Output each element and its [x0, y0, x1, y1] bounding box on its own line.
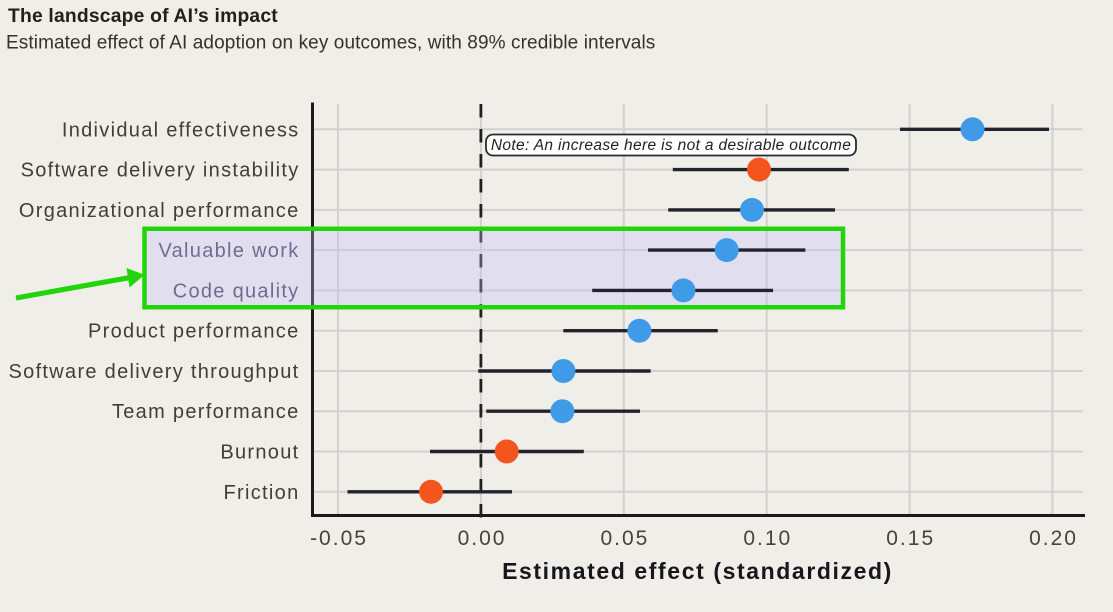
- svg-text:Software delivery instability: Software delivery instability: [21, 160, 300, 182]
- svg-text:Burnout: Burnout: [220, 442, 299, 464]
- svg-text:0.20: 0.20: [1029, 527, 1078, 550]
- svg-text:0.10: 0.10: [743, 527, 792, 550]
- svg-text:-0.05: -0.05: [310, 527, 368, 550]
- svg-text:Valuable work: Valuable work: [158, 240, 299, 262]
- svg-text:Estimated effect of AI adoptio: Estimated effect of AI adoption on key o…: [6, 33, 655, 54]
- svg-text:Code quality: Code quality: [173, 280, 300, 302]
- svg-text:0.00: 0.00: [458, 527, 507, 550]
- svg-text:0.15: 0.15: [886, 527, 935, 550]
- svg-text:Software delivery throughput: Software delivery throughput: [9, 361, 300, 383]
- svg-text:Estimated effect (standardized: Estimated effect (standardized): [502, 558, 893, 584]
- svg-text:0.05: 0.05: [600, 527, 649, 550]
- svg-text:Note: An increase here is not: Note: An increase here is not a desirabl…: [491, 137, 851, 154]
- svg-text:The landscape of AI’s impact: The landscape of AI’s impact: [8, 6, 278, 27]
- svg-text:Organizational performance: Organizational performance: [19, 200, 300, 222]
- svg-text:Product performance: Product performance: [88, 321, 299, 343]
- svg-text:Individual effectiveness: Individual effectiveness: [62, 119, 300, 141]
- svg-text:Team performance: Team performance: [112, 401, 300, 423]
- svg-text:Friction: Friction: [224, 482, 300, 504]
